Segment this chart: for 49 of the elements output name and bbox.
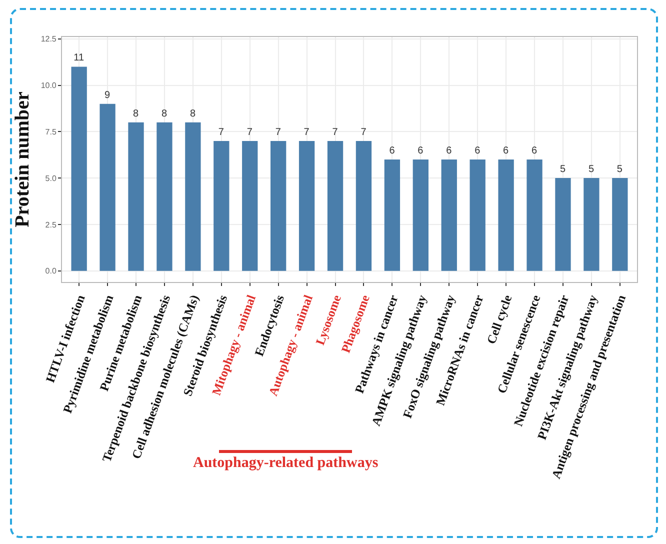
bar (298, 140, 315, 271)
bar (242, 140, 258, 271)
bar (498, 160, 514, 271)
data-label: 7 (304, 126, 310, 138)
text: Autophagy-related pathways (193, 455, 378, 471)
bar (270, 140, 286, 271)
bar (185, 122, 201, 271)
y-tick-label: 10.0 (40, 81, 57, 90)
bar (441, 160, 457, 271)
bar (327, 140, 344, 271)
bar (584, 178, 600, 271)
data-label: 7 (275, 126, 282, 138)
y-tick-label: 5.0 (45, 174, 57, 183)
data-label: 7 (218, 126, 224, 138)
data-label: 11 (74, 52, 84, 64)
y-tick-label: 12.5 (40, 34, 57, 44)
data-label: 6 (503, 146, 510, 156)
data-label: 8 (133, 108, 140, 120)
data-label: 8 (161, 108, 168, 120)
data-label: 5 (560, 164, 566, 176)
data-label: 7 (332, 126, 338, 138)
bar (412, 160, 428, 271)
bar (100, 104, 116, 271)
data-label: 6 (532, 146, 538, 156)
data-label: 6 (446, 146, 452, 156)
bar (526, 160, 542, 271)
data-label: 5 (616, 164, 623, 176)
x-tick-label: Cell cycle (484, 292, 515, 346)
bar (156, 122, 172, 271)
data-label: 6 (389, 146, 396, 156)
data-label: 7 (246, 126, 253, 138)
data-label: 5 (588, 164, 594, 176)
data-label: 6 (418, 146, 424, 156)
bar (128, 122, 144, 271)
data-label: 9 (104, 90, 111, 101)
bar (555, 178, 571, 271)
data-label: 7 (360, 126, 367, 138)
bar (71, 66, 87, 271)
bar (384, 160, 400, 271)
bar (612, 178, 628, 271)
data-label: 6 (474, 146, 481, 156)
bar (214, 140, 230, 271)
data-label: 8 (190, 108, 196, 120)
y-tick-label: 7.5 (45, 127, 57, 136)
bar (470, 160, 486, 271)
y-tick-label: 0.0 (45, 266, 57, 276)
y-tick-label: 2.5 (45, 220, 57, 230)
bar (356, 140, 372, 271)
y-axis-title: Protein number (11, 92, 34, 228)
